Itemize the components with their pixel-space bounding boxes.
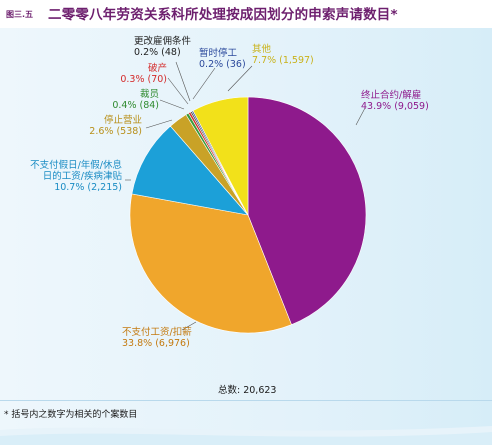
slice-label-bankruptcy: 破产 0.3% (70) bbox=[120, 63, 167, 85]
pie-slice-2 bbox=[131, 125, 249, 216]
slice-label-value: 2.6% (538) bbox=[89, 126, 142, 137]
pie-slice-8 bbox=[192, 96, 249, 216]
slice-label-name: 终止合约/解雇 bbox=[361, 90, 422, 101]
slice-label-name: 破产 bbox=[147, 63, 167, 74]
slice-label-name: 其他 bbox=[252, 44, 272, 55]
slice-label-name: 不支付假日/年假/休息 bbox=[30, 160, 122, 171]
slice-label-variation: 更改雇佣条件 0.2% (48) bbox=[134, 36, 191, 58]
figure-title: 二零零八年劳资关系科所处理按成因划分的申索声请数目* bbox=[48, 7, 398, 23]
slice-label-value: 33.8% (6,976) bbox=[122, 338, 190, 349]
slice-label-layoff: 暂时停工 0.2% (36) bbox=[199, 48, 246, 70]
pie-slice-0 bbox=[247, 96, 367, 326]
slice-label-wages: 不支付工资/扣薪 33.8% (6,976) bbox=[122, 327, 192, 349]
slice-label-value: 0.2% (36) bbox=[199, 59, 246, 70]
slice-label-termination: 终止合约/解雇 43.9% (9,059) bbox=[361, 90, 429, 112]
total-count: 总数: 20,623 bbox=[218, 385, 277, 396]
divider-line bbox=[0, 400, 492, 401]
slice-label-name: 暂时停工 bbox=[199, 48, 238, 59]
footnote: * 括号内之数字为相关的个案数目 bbox=[4, 410, 138, 420]
slice-label-value: 0.3% (70) bbox=[120, 74, 167, 85]
slice-label-name: 裁员 bbox=[139, 89, 159, 100]
figure-number: 图三.五 bbox=[6, 10, 34, 19]
slice-label-value: 43.9% (9,059) bbox=[361, 101, 429, 112]
slice-label-value: 10.7% (2,215) bbox=[54, 182, 122, 193]
decorative-wave bbox=[0, 426, 492, 445]
slice-label-value: 0.4% (84) bbox=[112, 100, 159, 111]
slice-label-holiday: 不支付假日/年假/休息 日的工资/疾病津贴 10.7% (2,215) bbox=[30, 160, 122, 193]
slice-label-others: 其他 7.7% (1,597) bbox=[252, 44, 314, 66]
slice-label-value: 7.7% (1,597) bbox=[252, 55, 314, 66]
slice-label-name: 不支付工资/扣薪 bbox=[122, 327, 192, 338]
slice-label-cessation: 停止营业 2.6% (538) bbox=[89, 115, 142, 137]
pie-slice-1 bbox=[129, 193, 292, 334]
slice-label-name: 停止营业 bbox=[103, 115, 142, 126]
slice-label-name: 更改雇佣条件 bbox=[134, 36, 192, 47]
slice-label-redundancy: 裁员 0.4% (84) bbox=[112, 89, 159, 111]
figure-header: 图三.五 二零零八年劳资关系科所处理按成因划分的申索声请数目* bbox=[0, 0, 492, 28]
slice-label-name-line2: 日的工资/疾病津贴 bbox=[42, 171, 122, 182]
slice-label-value: 0.2% (48) bbox=[134, 47, 181, 58]
